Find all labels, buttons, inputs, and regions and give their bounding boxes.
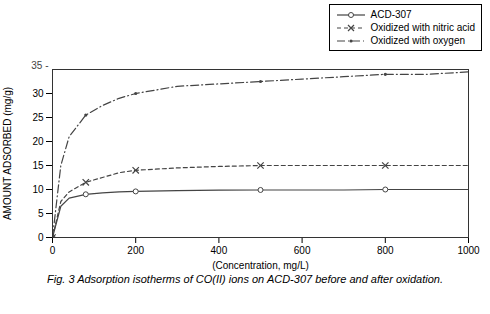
svg-text:1000: 1000 <box>457 245 480 256</box>
svg-text:AMOUNT ADSORBED (mg/g): AMOUNT ADSORBED (mg/g) <box>2 87 13 220</box>
svg-text:0: 0 <box>50 245 56 256</box>
svg-text:600: 600 <box>294 245 311 256</box>
svg-text:15: 15 <box>32 160 44 171</box>
svg-text:20: 20 <box>32 136 44 147</box>
html-text:ACD-307: ACD-307 <box>370 9 412 20</box>
svg-text:400: 400 <box>211 245 228 256</box>
svg-text:800: 800 <box>377 245 394 256</box>
html-text:Oxidized with nitric acid: Oxidized with nitric acid <box>370 22 475 33</box>
html-text:Fig. 3 Adsorption isotherms of: Fig. 3 Adsorption isotherms of CO(II) io… <box>47 273 443 285</box>
svg-text:35 -: 35 - <box>31 60 48 71</box>
svg-text:30: 30 <box>32 88 44 99</box>
svg-text:10: 10 <box>32 184 44 195</box>
html-text:Oxidized with oxygen: Oxidized with oxygen <box>370 35 465 46</box>
svg-text:25: 25 <box>32 112 44 123</box>
svg-text:(Concentration, mg/L): (Concentration, mg/L) <box>212 260 309 271</box>
svg-text:0: 0 <box>38 232 44 243</box>
svg-text:5: 5 <box>38 208 44 219</box>
svg-text:200: 200 <box>127 245 144 256</box>
